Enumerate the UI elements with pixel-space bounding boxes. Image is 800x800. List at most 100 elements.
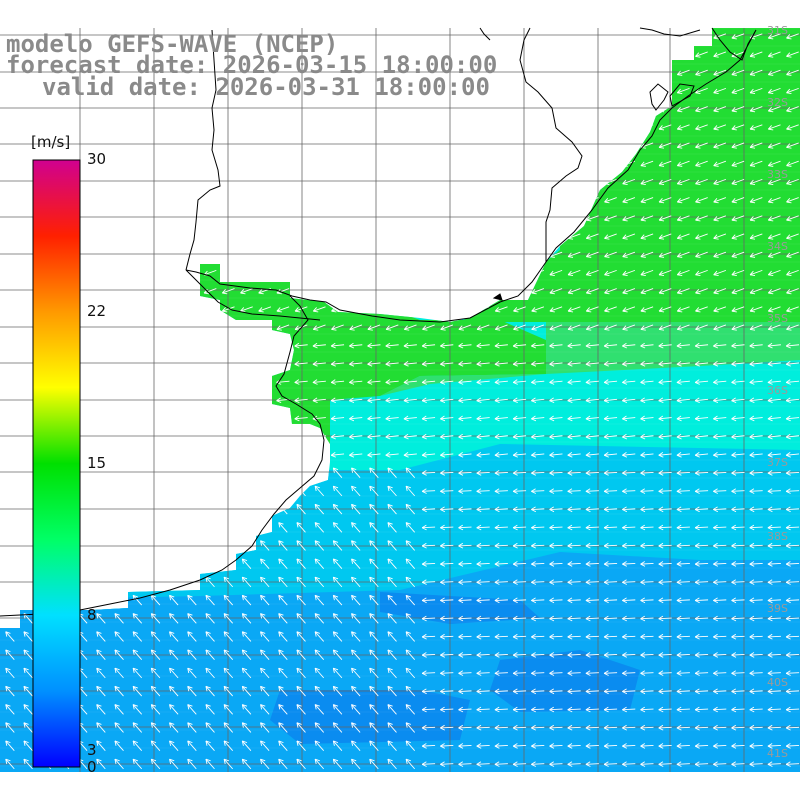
wind-arrow (767, 761, 781, 767)
wind-arrow (567, 324, 581, 331)
wind-arrow (330, 433, 345, 440)
wind-arrow (221, 306, 235, 313)
wind-arrow (731, 33, 745, 40)
wind-arrow (96, 704, 106, 715)
wind-arrow (731, 379, 745, 385)
wind-arrow (458, 342, 472, 349)
wind-arrow (296, 722, 306, 733)
wind-arrow (150, 740, 161, 751)
wind-arrow (150, 722, 161, 733)
wind-arrow (731, 342, 745, 349)
wind-arrow (622, 433, 636, 440)
wind-arrow (567, 743, 581, 749)
wind-arrow (694, 397, 709, 404)
wind-arrow (405, 649, 416, 660)
wind-arrow (749, 69, 763, 76)
wind-arrow (749, 160, 763, 167)
wind-arrow (421, 452, 436, 458)
wind-arrow (713, 724, 727, 731)
wind-arrow (585, 433, 599, 440)
wind-arrow (223, 613, 234, 624)
wind-arrow (749, 379, 763, 385)
wind-arrow (767, 670, 781, 676)
wind-arrow (223, 685, 234, 697)
wind-arrow (567, 361, 581, 367)
wind-arrow (640, 251, 654, 258)
wind-arrow (585, 452, 599, 458)
wind-arrow (603, 724, 618, 731)
wind-arrow (440, 397, 454, 404)
wind-arrow (114, 722, 124, 733)
wind-arrow (332, 485, 343, 497)
wind-arrow (731, 724, 745, 731)
wind-arrow (713, 743, 727, 749)
wind-arrow (531, 288, 545, 295)
wind-arrow (513, 306, 526, 313)
wind-arrow (585, 506, 599, 513)
wind-arrow (476, 379, 490, 385)
wind-arrow (567, 379, 581, 385)
wind-arrow (731, 761, 745, 767)
wind-arrow (640, 342, 654, 349)
wind-arrow (440, 415, 454, 422)
wind-arrow (603, 452, 618, 458)
wind-arrow (695, 269, 708, 277)
wind-arrow (749, 251, 763, 258)
wind-arrow (241, 558, 252, 569)
wind-arrow (369, 540, 379, 551)
wind-arrow (658, 452, 672, 458)
wind-arrow (694, 743, 709, 749)
wind-arrow (713, 397, 727, 404)
wind-arrow (241, 667, 252, 679)
wind-arrow (658, 524, 672, 531)
wind-arrow (421, 415, 436, 422)
wind-arrow (786, 106, 799, 113)
wind-arrow (658, 652, 672, 658)
wind-arrow (223, 722, 234, 733)
wind-arrow (332, 613, 343, 624)
wind-arrow (367, 433, 381, 440)
wind-arrow (585, 379, 599, 385)
wind-arrow (695, 69, 708, 76)
wind-arrow (604, 251, 617, 258)
wind-arrow (494, 415, 508, 422)
wind-arrow (676, 615, 690, 622)
wind-arrow (531, 524, 545, 531)
wind-arrow (294, 397, 308, 404)
wind-arrow (549, 542, 563, 549)
wind-arrow (567, 506, 581, 513)
wind-arrow (369, 558, 379, 569)
wind-arrow (640, 470, 654, 476)
wind-arrow (731, 615, 745, 622)
wind-arrow (531, 397, 545, 404)
wind-arrow (658, 124, 672, 131)
wind-arrow (367, 342, 381, 349)
wind-arrow (531, 761, 545, 767)
wind-arrow (421, 615, 436, 622)
wind-arrow (640, 197, 654, 204)
wind-arrow (767, 579, 781, 585)
wind-arrow (549, 706, 563, 713)
wind-arrow (694, 761, 709, 767)
wind-arrow (731, 87, 745, 95)
wind-arrow (387, 576, 397, 588)
wind-arrow (731, 706, 745, 713)
wind-arrow (132, 704, 143, 715)
wind-arrow (658, 342, 672, 349)
wind-arrow (749, 233, 763, 240)
wind-arrow (622, 633, 636, 640)
wind-arrow (494, 433, 508, 440)
wind-arrow (640, 506, 654, 513)
wind-arrow (676, 579, 690, 585)
wind-arrow (567, 542, 581, 549)
wind-arrow (603, 433, 618, 440)
wind-arrow (223, 576, 234, 588)
wind-arrow (531, 342, 545, 349)
wind-arrow (314, 540, 325, 551)
wind-arrow (767, 470, 781, 476)
wind-arrow (132, 631, 143, 642)
wind-arrow (512, 706, 527, 713)
wind-arrow (676, 724, 690, 731)
wind-arrow (749, 342, 763, 349)
wind-arrow (567, 615, 581, 622)
